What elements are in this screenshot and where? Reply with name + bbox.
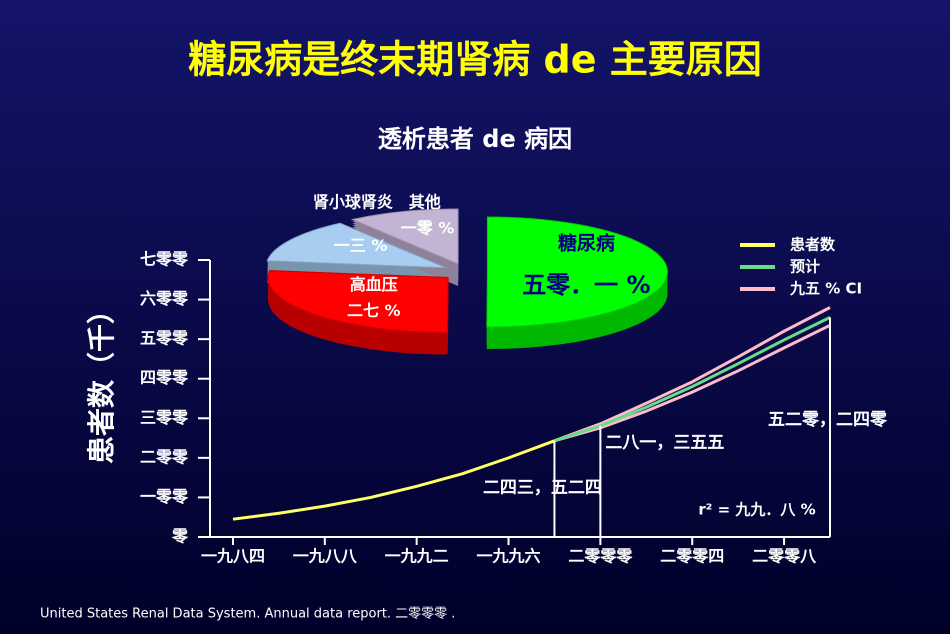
y-tick-label: 零 bbox=[171, 527, 189, 546]
series-line bbox=[232, 439, 555, 521]
pie-value-label: 一零 % bbox=[401, 219, 455, 238]
x-tick-label: 一九八四 bbox=[201, 547, 265, 566]
pie-value-label: 五零．一 % bbox=[522, 271, 650, 299]
pie-value-label: 二七 % bbox=[347, 301, 401, 320]
slide-title: 糖尿病是终末期肾病 de 主要原因 bbox=[188, 38, 761, 82]
annotation: 二八一，三五五 bbox=[605, 433, 724, 453]
pie-category-label: 糖尿病 bbox=[558, 232, 615, 255]
pie-category-label: 高血压 bbox=[350, 275, 398, 294]
y-tick-label: 七零零 bbox=[140, 250, 189, 269]
y-tick-label: 一零零 bbox=[140, 487, 189, 506]
series-line bbox=[553, 316, 831, 443]
x-tick-label: 二零零零 bbox=[568, 547, 633, 566]
footnote: United States Renal Data System. Annual … bbox=[40, 607, 455, 622]
legend-label: 患者数 bbox=[790, 236, 836, 254]
x-tick-label: 二零零八 bbox=[752, 547, 817, 566]
x-tick-label: 一九八八 bbox=[293, 547, 358, 566]
annotation: 二四三，五二四 bbox=[483, 478, 602, 498]
pie-category-label: 肾小球肾炎 bbox=[313, 193, 393, 212]
y-axis-label: 患者数（千） bbox=[85, 296, 118, 464]
pie-title: 透析患者 de 病因 bbox=[378, 125, 572, 153]
pie-slice bbox=[350, 208, 459, 265]
y-tick-label: 五零零 bbox=[140, 329, 189, 348]
r-squared-note: r² = 九九．八 % bbox=[698, 501, 815, 519]
y-tick-label: 三零零 bbox=[140, 408, 189, 427]
pie-slice bbox=[267, 270, 449, 334]
legend-label: 九五 % CI bbox=[789, 280, 862, 298]
y-tick-label: 四零零 bbox=[140, 368, 189, 387]
y-tick-label: 六零零 bbox=[140, 289, 189, 308]
series-line bbox=[553, 306, 831, 443]
pie-slice bbox=[266, 222, 446, 269]
legend-label: 预计 bbox=[790, 258, 820, 276]
x-tick-label: 二零零四 bbox=[660, 547, 724, 566]
x-tick-label: 一九九六 bbox=[477, 547, 541, 566]
x-tick-label: 一九九二 bbox=[385, 547, 449, 566]
annotation: 五二零，二四零 bbox=[768, 410, 888, 430]
pie-value-label: 一三 % bbox=[334, 236, 388, 255]
pie-slice bbox=[486, 216, 668, 328]
y-tick-label: 二零零 bbox=[140, 447, 189, 466]
pie-category-label: 其他 bbox=[409, 193, 441, 212]
